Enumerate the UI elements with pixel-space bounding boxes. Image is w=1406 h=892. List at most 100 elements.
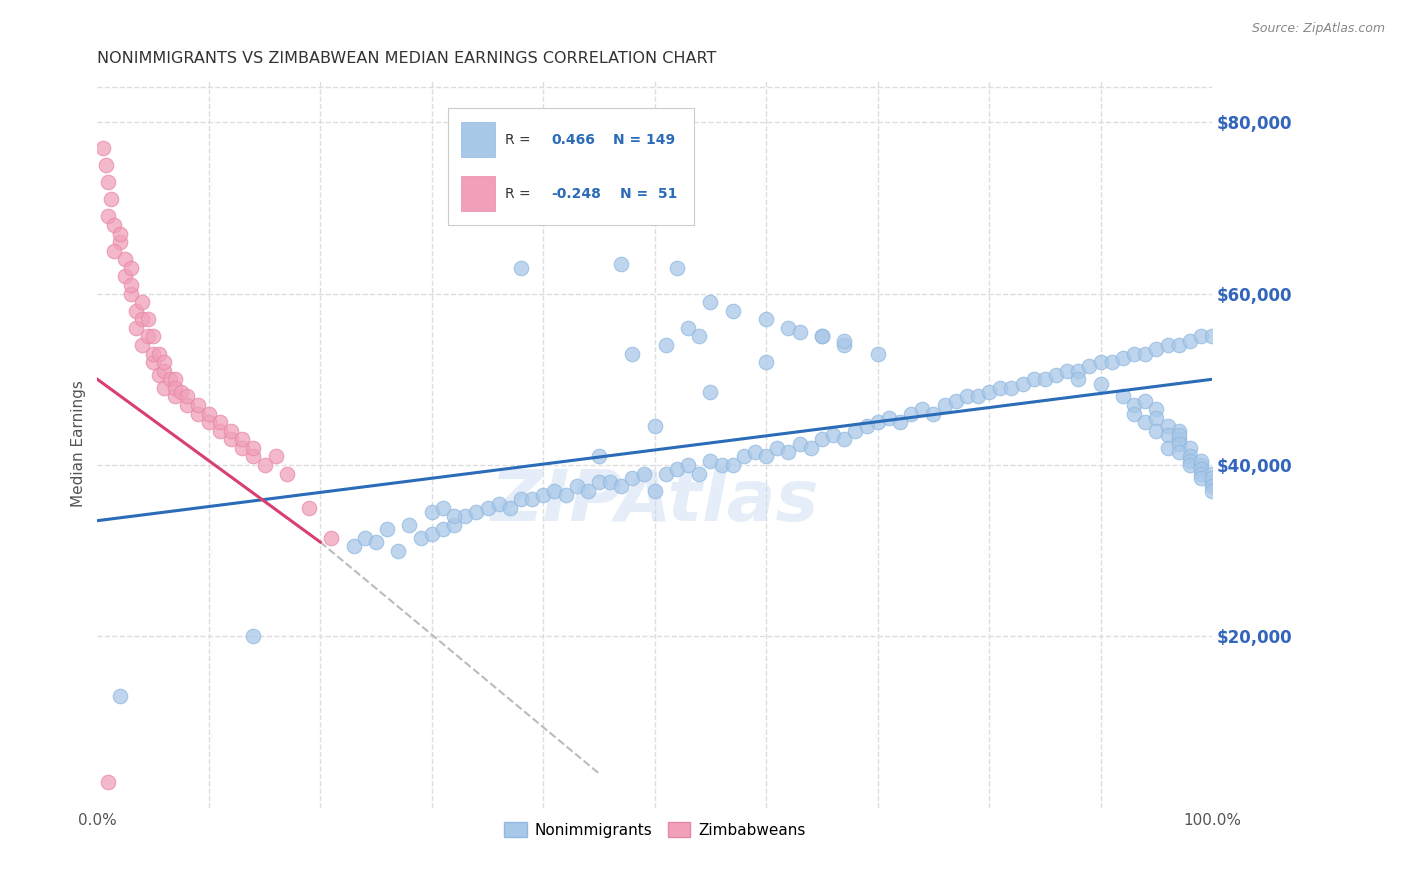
Point	[588, 450, 610, 464]
Point	[655, 467, 678, 481]
Point	[176, 398, 198, 412]
Point	[1123, 398, 1146, 412]
Point	[387, 543, 409, 558]
Point	[710, 458, 733, 472]
Point	[877, 410, 900, 425]
Point	[108, 227, 131, 241]
Point	[1201, 471, 1223, 485]
Point	[633, 467, 655, 481]
Point	[1144, 343, 1167, 357]
Point	[1167, 424, 1189, 438]
Point	[1167, 428, 1189, 442]
Point	[1144, 424, 1167, 438]
Point	[733, 450, 755, 464]
Point	[699, 453, 721, 467]
Point	[1189, 458, 1212, 472]
Point	[153, 364, 176, 378]
Point	[811, 329, 834, 343]
Point	[823, 428, 845, 442]
Point	[676, 321, 699, 335]
Point	[165, 372, 187, 386]
Point	[153, 381, 176, 395]
Point	[1090, 355, 1112, 369]
Point	[208, 424, 231, 438]
Point	[103, 244, 125, 258]
Point	[96, 158, 118, 172]
Point	[253, 458, 276, 472]
Point	[1189, 329, 1212, 343]
Point	[1201, 483, 1223, 498]
Point	[97, 775, 120, 789]
Point	[120, 278, 142, 293]
Legend: Nonimmigrants, Zimbabweans: Nonimmigrants, Zimbabweans	[498, 815, 811, 844]
Point	[97, 175, 120, 189]
Point	[789, 436, 811, 450]
Point	[755, 355, 778, 369]
Point	[120, 286, 142, 301]
Point	[409, 531, 432, 545]
Point	[1156, 338, 1178, 352]
Point	[1178, 453, 1201, 467]
Point	[420, 526, 443, 541]
Point	[142, 346, 165, 360]
Point	[1167, 338, 1189, 352]
Point	[242, 450, 264, 464]
Point	[900, 407, 922, 421]
Point	[321, 531, 343, 545]
Point	[721, 303, 744, 318]
Point	[208, 415, 231, 429]
Point	[1135, 346, 1157, 360]
Point	[1000, 381, 1022, 395]
Point	[1144, 410, 1167, 425]
Point	[778, 321, 800, 335]
Point	[554, 488, 576, 502]
Point	[242, 441, 264, 455]
Point	[443, 518, 465, 533]
Point	[432, 522, 454, 536]
Point	[988, 381, 1011, 395]
Point	[477, 500, 499, 515]
Point	[108, 235, 131, 249]
Point	[520, 492, 543, 507]
Point	[198, 415, 221, 429]
Point	[1189, 453, 1212, 467]
Point	[956, 389, 979, 403]
Point	[1178, 441, 1201, 455]
Point	[1167, 445, 1189, 459]
Point	[621, 471, 644, 485]
Point	[621, 346, 644, 360]
Point	[1112, 351, 1135, 365]
Point	[1011, 376, 1033, 391]
Point	[979, 385, 1001, 400]
Point	[1178, 334, 1201, 348]
Point	[165, 381, 187, 395]
Point	[420, 505, 443, 519]
Point	[276, 467, 298, 481]
Point	[811, 329, 834, 343]
Point	[136, 329, 159, 343]
Point	[1189, 462, 1212, 476]
Point	[922, 407, 945, 421]
Point	[778, 445, 800, 459]
Point	[811, 432, 834, 446]
Point	[153, 355, 176, 369]
Point	[1201, 475, 1223, 489]
Point	[1078, 359, 1101, 374]
Point	[465, 505, 488, 519]
Point	[165, 389, 187, 403]
Point	[1033, 372, 1056, 386]
Point	[1156, 428, 1178, 442]
Point	[343, 540, 366, 554]
Point	[142, 355, 165, 369]
Point	[1101, 355, 1123, 369]
Point	[644, 419, 666, 434]
Point	[114, 252, 136, 267]
Point	[298, 500, 321, 515]
Point	[1022, 372, 1045, 386]
Point	[666, 462, 689, 476]
Point	[721, 458, 744, 472]
Point	[264, 450, 287, 464]
Point	[543, 483, 565, 498]
Point	[565, 479, 588, 493]
Point	[1156, 419, 1178, 434]
